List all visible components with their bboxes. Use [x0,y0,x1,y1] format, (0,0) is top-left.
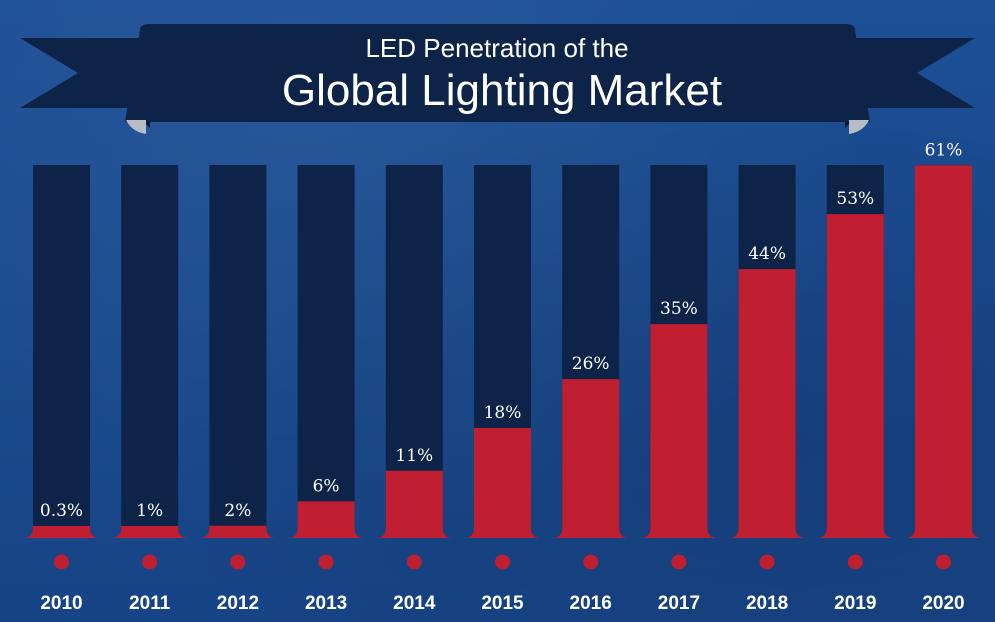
data-label-2019: 53% [836,189,874,209]
bar-2012 [199,525,277,538]
bar-2018 [728,269,806,538]
banner-left-tail [20,38,150,108]
chart-title-line2: Global Lighting Market [282,66,722,115]
data-label-2020: 61% [925,140,963,160]
x-tick-2016: 2016 [570,593,612,614]
bar-2019 [816,214,894,539]
year-dot-2020 [936,554,951,570]
data-label-2013: 6% [313,476,340,496]
bar-2010 [23,526,100,538]
data-label-2017: 35% [660,299,698,319]
year-dot-2017 [671,554,687,570]
year-dot-2015 [495,554,510,570]
chart-data-labels: 0.3% 1% 2% 6% 11% 18% 26% 35% 44% 53% 61% [40,140,963,521]
chart-x-ticks: 2010 2011 2012 2013 2014 2015 2016 2017 2018 2019… [40,593,964,614]
chart-year-dots [54,554,951,570]
bar-2014 [375,470,453,538]
chart-bars [23,165,982,539]
banner-right-tip [849,120,869,134]
column-track-2011 [121,165,179,538]
x-tick-2014: 2014 [393,593,436,614]
year-dot-2010 [54,554,69,570]
year-dot-2016 [583,554,599,570]
bar-2020 [905,165,982,539]
x-tick-2018: 2018 [746,593,788,614]
year-dot-2012 [230,554,246,570]
bar-2016 [552,379,630,538]
column-track-2013 [297,165,355,538]
year-dot-2019 [847,554,863,570]
chart-title-line1: LED Penetration of the [365,33,628,63]
data-label-2016: 26% [572,354,610,374]
column-track-2012 [209,165,267,538]
x-tick-2017: 2017 [658,593,700,614]
bar-2013 [287,501,365,538]
bar-2017 [640,324,718,538]
column-track-2010 [33,165,90,538]
data-label-2011: 1% [136,501,163,521]
data-label-2010: 0.3% [40,501,83,521]
title-banner: LED Penetration of the Global Lighting M… [20,24,975,134]
banner-right-tail [845,38,975,108]
year-dot-2013 [318,554,334,570]
x-tick-2015: 2015 [481,593,524,614]
x-tick-2013: 2013 [305,593,347,614]
x-tick-2019: 2019 [834,593,876,614]
banner-main [125,24,870,122]
x-tick-2011: 2011 [129,593,171,614]
x-tick-2020: 2020 [922,593,964,614]
bar-2015 [464,428,541,538]
year-dot-2018 [759,554,775,570]
data-label-2012: 2% [224,501,251,521]
x-tick-2010: 2010 [40,593,82,614]
banner-left-tip [126,120,146,134]
data-label-2018: 44% [748,244,786,264]
data-label-2015: 18% [484,403,522,423]
data-label-2014: 11% [395,446,433,466]
bar-2011 [111,526,189,538]
year-dot-2011 [142,554,158,570]
x-tick-2012: 2012 [217,593,259,614]
year-dot-2014 [406,554,422,570]
